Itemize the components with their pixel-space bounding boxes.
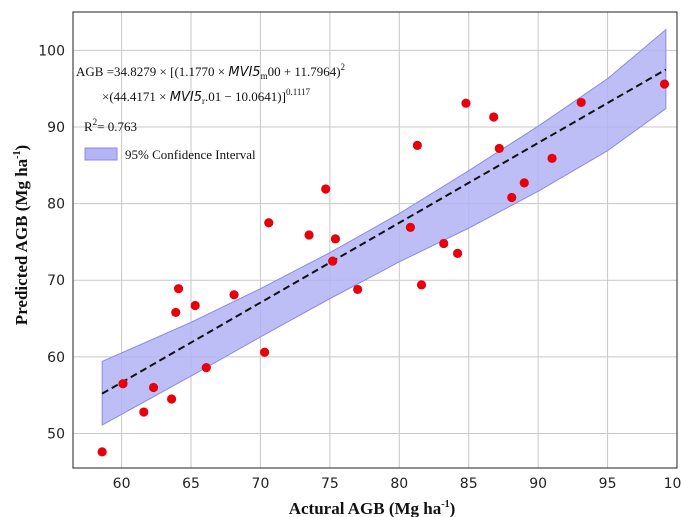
legend: 95% Confidence Interval [84,147,256,162]
regression-line [101,68,667,395]
data-point [328,256,338,266]
y-tick-labels: 50 60 70 80 90 100 [38,43,65,442]
y-axis-title: Predicted AGB (Mg ha-1) [12,145,31,325]
equation-line-2: ×(44.4171 × MVI5r.01 − 10.0641)]0.1117 [102,87,311,106]
data-point [439,238,449,249]
x-tick-label: 65 [182,476,200,492]
data-point [461,98,471,108]
data-point [353,284,363,295]
data-point [321,184,331,194]
x-tick-labels: 60 65 70 75 80 85 90 95 100 [113,476,681,492]
data-point [489,112,499,122]
data-point [201,363,211,373]
data-point [166,394,177,404]
y-tick-label: 80 [47,197,65,213]
legend-swatch [84,147,118,161]
data-point [507,192,517,203]
x-tick-label: 100 [664,476,681,492]
x-tick-label: 85 [460,476,478,492]
confidence-band [101,28,667,426]
x-tick-label: 70 [252,476,270,492]
x-tick-label: 60 [113,476,131,492]
data-point [118,379,128,389]
x-axis-title: Actural AGB (Mg ha-1) [289,499,456,517]
data-point [453,248,463,259]
data-point [416,280,427,290]
data-point [576,97,586,108]
data-point [405,222,416,232]
x-tick-label: 75 [321,476,339,492]
data-point [330,234,341,244]
y-tick-label: 50 [47,427,65,443]
y-tick-label: 90 [47,120,65,136]
data-point [171,307,181,318]
data-point [139,407,149,417]
y-tick-label: 100 [38,43,65,59]
data-point [173,284,184,294]
data-point [264,218,274,228]
data-points [97,79,670,457]
data-point [547,153,557,163]
y-tick-label: 70 [47,273,65,289]
plot-frame [72,11,678,469]
data-point [304,230,314,240]
data-point [659,79,670,89]
data-point [494,143,504,154]
data-point [260,347,270,357]
data-point [519,178,529,188]
x-tick-label: 90 [529,476,547,492]
x-tick-label: 80 [390,476,408,492]
y-tick-label: 60 [47,350,65,366]
data-point [97,447,107,457]
data-point [412,140,422,150]
legend-label: 95% Confidence Interval [125,147,256,162]
data-point [229,290,239,300]
r-squared-label: R2= 0.763 [84,117,137,134]
data-point [148,382,159,393]
equation-line-1: AGB =34.8279 × [(1.1770 × MVI5m00 + 11.7… [76,62,345,81]
data-point [190,300,200,311]
x-tick-label: 95 [599,476,617,492]
